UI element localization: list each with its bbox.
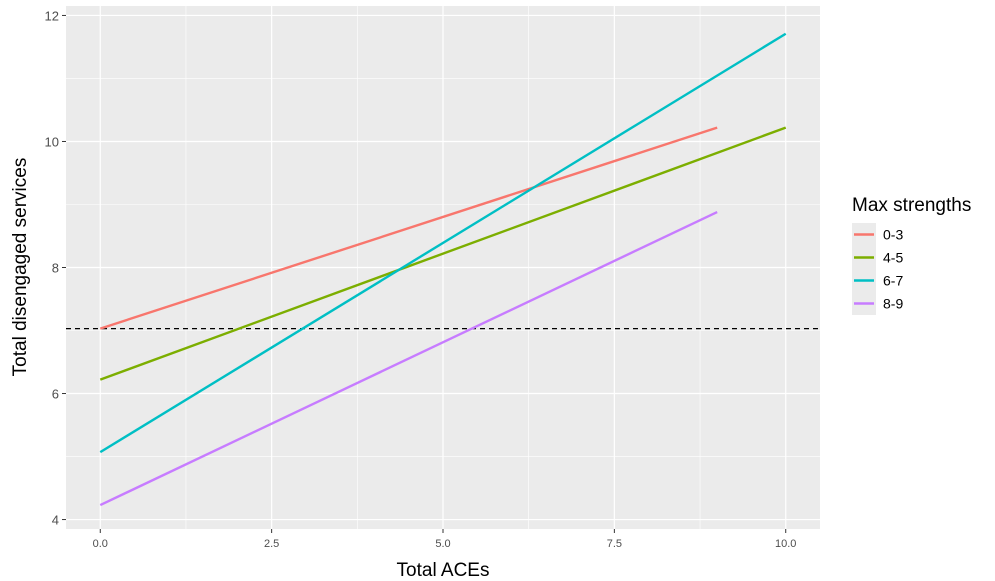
legend: Max strengths 0-3 4-5 6-7 8-9	[852, 195, 971, 315]
y-tick-label: 10	[45, 134, 59, 149]
x-tick-label: 0.0	[93, 538, 108, 550]
y-tick-label: 8	[52, 261, 59, 276]
y-tick-label: 4	[52, 513, 59, 528]
y-axis: 4 6 8 10 12	[45, 8, 66, 528]
x-tick-label: 5.0	[435, 538, 450, 550]
legend-label: 8-9	[883, 296, 903, 312]
y-tick-label: 12	[45, 8, 59, 23]
x-tick-label: 7.5	[607, 538, 622, 550]
series-line-8-9	[99, 210, 718, 507]
y-axis-title: Total disengaged services	[10, 158, 31, 377]
legend-label: 4-5	[883, 250, 903, 266]
x-axis: 0.0 2.5 5.0 7.5 10.0	[93, 529, 796, 550]
x-tick-label: 2.5	[264, 538, 279, 550]
grid-major	[66, 6, 820, 529]
legend-label: 0-3	[883, 227, 903, 243]
legend-title: Max strengths	[852, 195, 971, 216]
series-line-4-5	[99, 126, 787, 381]
legend-label: 6-7	[883, 273, 903, 289]
x-axis-title: Total ACEs	[397, 560, 490, 581]
series-layer	[99, 32, 787, 507]
legend-items: 0-3 4-5 6-7 8-9	[852, 223, 903, 315]
x-tick-label: 10.0	[775, 538, 796, 550]
series-line-6-7	[99, 32, 787, 454]
y-tick-label: 6	[52, 387, 59, 402]
series-line-0-3	[99, 126, 718, 330]
